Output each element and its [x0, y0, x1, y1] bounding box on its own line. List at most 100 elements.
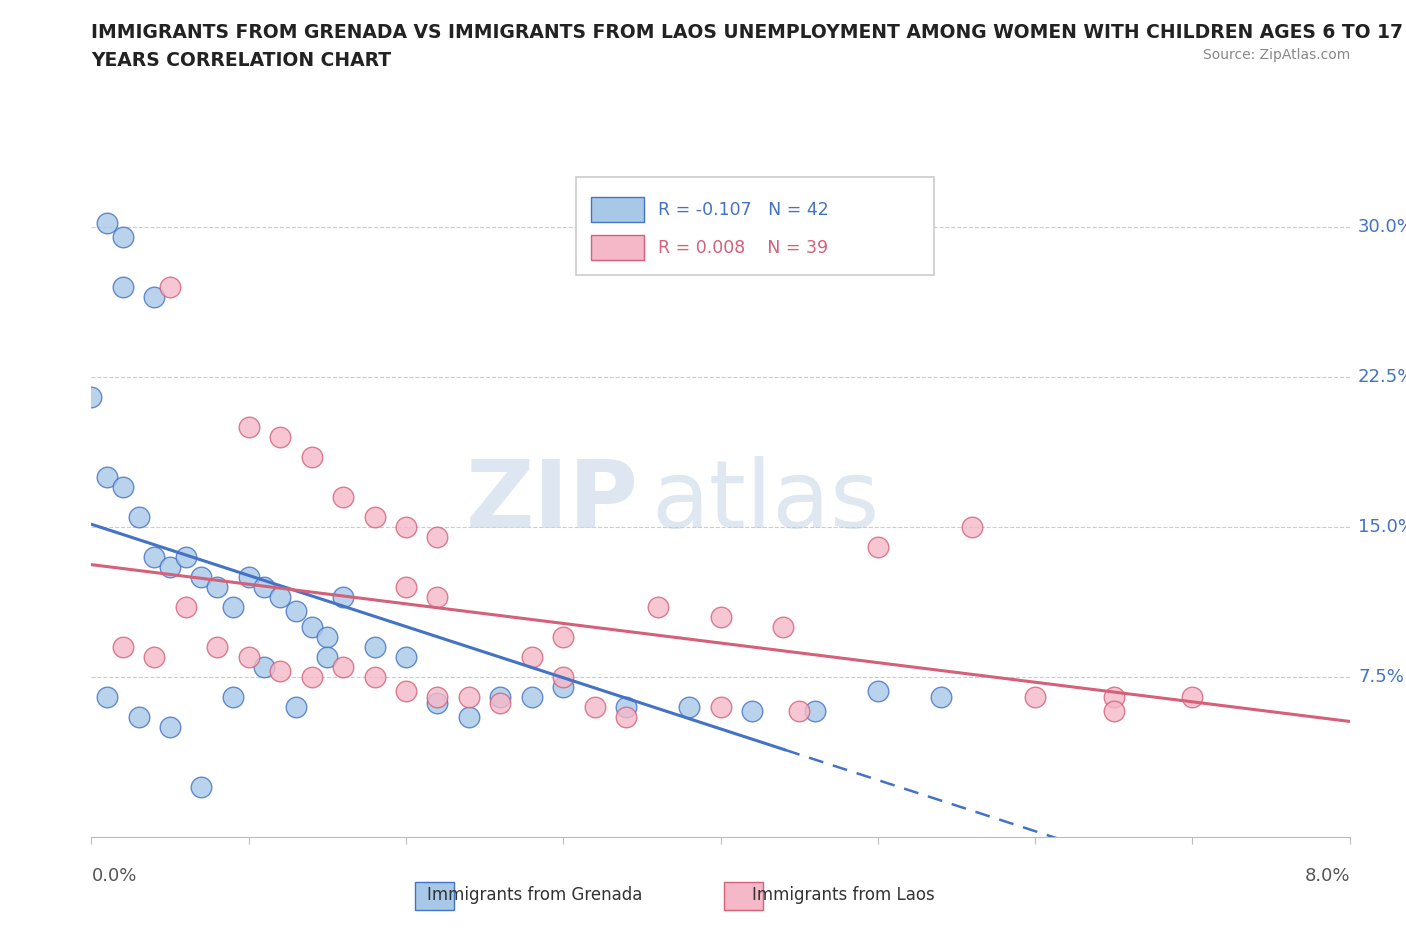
Point: [332, 590, 354, 604]
Point: [678, 699, 700, 714]
Text: 22.5%: 22.5%: [1358, 368, 1406, 386]
Point: [159, 560, 181, 575]
Text: 0.0%: 0.0%: [91, 867, 136, 884]
Point: [111, 280, 134, 295]
Point: [395, 684, 418, 698]
Point: [143, 290, 166, 305]
Point: [143, 550, 166, 565]
Point: [614, 710, 637, 724]
Point: [741, 704, 763, 719]
Point: [316, 650, 339, 665]
Bar: [415, 882, 454, 910]
Point: [111, 230, 134, 245]
Point: [159, 720, 181, 735]
Point: [426, 590, 449, 604]
Point: [174, 600, 197, 615]
Text: R = 0.008    N = 39: R = 0.008 N = 39: [658, 239, 828, 257]
Point: [111, 480, 134, 495]
Point: [284, 699, 307, 714]
Point: [709, 699, 731, 714]
Point: [301, 670, 323, 684]
Text: Immigrants from Laos: Immigrants from Laos: [752, 885, 935, 904]
Text: YEARS CORRELATION CHART: YEARS CORRELATION CHART: [91, 51, 391, 70]
Point: [301, 450, 323, 465]
Point: [96, 470, 118, 485]
Point: [205, 579, 228, 594]
Point: [316, 630, 339, 644]
Text: 7.5%: 7.5%: [1358, 668, 1405, 686]
Point: [111, 640, 134, 655]
Point: [363, 640, 385, 655]
Point: [553, 630, 575, 644]
Point: [332, 490, 354, 505]
Point: [238, 419, 260, 434]
Bar: [591, 197, 644, 222]
Point: [583, 699, 606, 714]
Point: [238, 570, 260, 585]
Point: [238, 650, 260, 665]
Point: [363, 510, 385, 525]
Point: [190, 779, 212, 794]
Point: [929, 690, 952, 705]
Text: IMMIGRANTS FROM GRENADA VS IMMIGRANTS FROM LAOS UNEMPLOYMENT AMONG WOMEN WITH CH: IMMIGRANTS FROM GRENADA VS IMMIGRANTS FR…: [91, 23, 1403, 42]
Point: [804, 704, 827, 719]
Point: [269, 664, 291, 679]
Bar: [591, 235, 644, 260]
Point: [553, 680, 575, 695]
Text: 30.0%: 30.0%: [1358, 219, 1406, 236]
Point: [269, 430, 291, 445]
Point: [301, 619, 323, 634]
Point: [1102, 704, 1125, 719]
Point: [787, 704, 810, 719]
Point: [457, 710, 479, 724]
Bar: [724, 882, 763, 910]
Point: [128, 510, 150, 525]
Point: [159, 280, 181, 295]
Point: [222, 600, 245, 615]
Point: [426, 530, 449, 545]
Point: [222, 690, 245, 705]
Point: [1024, 690, 1046, 705]
Text: Source: ZipAtlas.com: Source: ZipAtlas.com: [1202, 48, 1350, 62]
Point: [174, 550, 197, 565]
Point: [332, 659, 354, 674]
Point: [269, 590, 291, 604]
Point: [284, 604, 307, 618]
Text: R = -0.107   N = 42: R = -0.107 N = 42: [658, 201, 828, 219]
Point: [253, 659, 276, 674]
Point: [205, 640, 228, 655]
Point: [520, 690, 543, 705]
Point: [866, 684, 889, 698]
Point: [363, 670, 385, 684]
Point: [1102, 690, 1125, 705]
Text: Immigrants from Grenada: Immigrants from Grenada: [426, 885, 643, 904]
Point: [96, 216, 118, 231]
Text: 15.0%: 15.0%: [1358, 518, 1406, 537]
Point: [80, 390, 103, 405]
Text: ZIP: ZIP: [465, 457, 638, 548]
Point: [395, 650, 418, 665]
Point: [426, 690, 449, 705]
Point: [143, 650, 166, 665]
Point: [395, 579, 418, 594]
Point: [426, 696, 449, 711]
Point: [520, 650, 543, 665]
Point: [614, 699, 637, 714]
Point: [457, 690, 479, 705]
Point: [253, 579, 276, 594]
Point: [489, 690, 512, 705]
Text: 8.0%: 8.0%: [1305, 867, 1350, 884]
Point: [489, 696, 512, 711]
Point: [395, 520, 418, 535]
Point: [647, 600, 669, 615]
Point: [128, 710, 150, 724]
Point: [96, 690, 118, 705]
FancyBboxPatch shape: [576, 178, 935, 274]
Point: [709, 610, 731, 625]
Point: [866, 539, 889, 554]
Text: atlas: atlas: [651, 457, 880, 548]
Point: [772, 619, 794, 634]
Point: [190, 570, 212, 585]
Point: [553, 670, 575, 684]
Point: [962, 520, 984, 535]
